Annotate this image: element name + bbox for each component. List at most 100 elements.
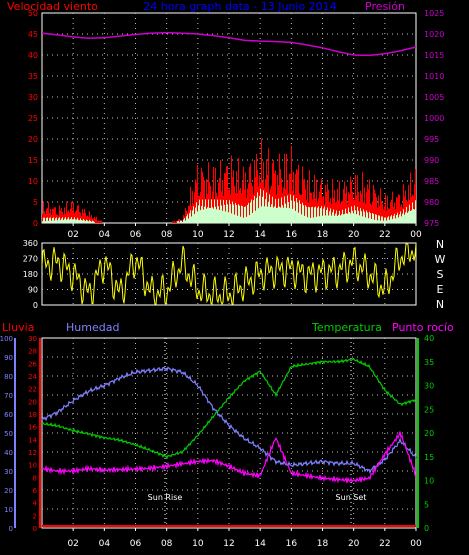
- compass-label: N: [436, 238, 444, 251]
- temperature-y-tick-label: 40: [424, 334, 434, 343]
- direction-y-tick-label: 360: [23, 239, 38, 248]
- pressure-y-tick-label: 990: [424, 156, 439, 165]
- x-tick-label: 10: [192, 230, 204, 240]
- humidity-line: [41, 366, 417, 475]
- x-tick-label: 02: [67, 539, 78, 549]
- humidity-y-tick-label: 100: [0, 335, 13, 343]
- humidity-y-tick-label: 0: [9, 525, 13, 533]
- x-tick-label: 00: [410, 230, 422, 240]
- rain-y-tick-label: 4: [33, 500, 38, 508]
- wind-y-tick-label: 20: [28, 135, 38, 144]
- wind-y-tick-label: 0: [33, 219, 38, 228]
- rain-y-tick-label: 0: [33, 525, 37, 533]
- x-tick-label: 00: [410, 539, 422, 549]
- x-tick-label: 02: [67, 230, 78, 240]
- pressure-y-tick-label: 985: [424, 177, 439, 186]
- pressure-y-tick-label: 1025: [424, 9, 444, 18]
- rain-y-tick-label: 22: [28, 386, 37, 394]
- direction-y-tick-label: 180: [23, 270, 38, 279]
- pressure-y-tick-label: 1000: [424, 114, 444, 123]
- pressure-y-tick-label: 1005: [424, 93, 444, 102]
- x-tick-label: 16: [286, 230, 298, 240]
- direction-y-tick-label: 270: [23, 255, 38, 264]
- rain-y-tick-label: 14: [28, 436, 37, 444]
- dewpoint-legend: Punto rocío: [392, 321, 454, 334]
- rain-y-tick-label: 30: [28, 335, 37, 343]
- sunset-label: Sun Set: [336, 493, 367, 502]
- wind-speed-title: Velocidad viento: [7, 0, 98, 13]
- pressure-title: Presión: [365, 0, 405, 13]
- temperature-y-tick-label: 35: [424, 358, 434, 367]
- rain-y-tick-label: 2: [33, 512, 37, 520]
- x-tick-label: 20: [348, 539, 360, 549]
- x-tick-label: 08: [161, 539, 173, 549]
- temperature-y-tick-label: 15: [424, 453, 434, 462]
- sunrise-label: Sun Rise: [148, 493, 183, 502]
- x-tick-label: 04: [99, 539, 111, 549]
- x-tick-label: 08: [161, 230, 173, 240]
- x-tick-label: 14: [254, 539, 266, 549]
- temperature-line: [41, 358, 417, 460]
- humidity-y-tick-label: 90: [4, 354, 13, 362]
- temperature-legend: Temperatura: [311, 321, 382, 334]
- rain-y-tick-label: 16: [28, 424, 37, 432]
- x-tick-label: 12: [223, 539, 234, 549]
- temperature-y-tick-label: 30: [424, 382, 434, 391]
- humidity-y-tick-label: 80: [4, 373, 13, 381]
- humidity-y-tick-label: 40: [4, 449, 13, 457]
- compass-label: E: [437, 283, 444, 296]
- wind-y-tick-label: 5: [33, 198, 38, 207]
- temperature-y-tick-label: 25: [424, 405, 434, 414]
- x-tick-label: 18: [317, 539, 329, 549]
- rain-y-tick-label: 24: [28, 373, 37, 381]
- pressure-y-tick-label: 975: [424, 219, 439, 228]
- compass-label: W: [435, 253, 446, 266]
- humidity-y-tick-label: 60: [4, 411, 13, 419]
- pressure-y-tick-label: 1020: [424, 30, 444, 39]
- pressure-line: [41, 32, 417, 57]
- compass-label: N: [436, 298, 444, 311]
- x-tick-label: 10: [192, 539, 204, 549]
- wind-y-tick-label: 30: [28, 93, 38, 102]
- x-tick-label: 06: [130, 539, 142, 549]
- humidity-y-tick-label: 20: [4, 487, 13, 495]
- humidity-y-tick-label: 30: [4, 468, 13, 476]
- rain-y-tick-label: 8: [33, 474, 37, 482]
- x-tick-label: 18: [317, 230, 329, 240]
- x-tick-label: 06: [130, 230, 142, 240]
- pressure-y-tick-label: 995: [424, 135, 439, 144]
- x-tick-label: 22: [379, 539, 390, 549]
- direction-y-tick-label: 0: [33, 301, 38, 310]
- x-tick-label: 16: [286, 539, 298, 549]
- wind-y-tick-label: 10: [28, 177, 38, 186]
- rain-y-tick-label: 18: [28, 411, 37, 419]
- direction-y-tick-label: 90: [28, 286, 38, 295]
- humidity-legend: Humedad: [66, 321, 119, 334]
- x-tick-label: 12: [223, 230, 234, 240]
- dewpoint-line: [41, 431, 417, 484]
- wind-y-tick-label: 45: [28, 30, 38, 39]
- chart-title: 24 hora graph data - 13 Junio 2014: [143, 0, 336, 13]
- humidity-y-tick-label: 50: [4, 430, 13, 438]
- rain-y-tick-label: 10: [28, 462, 37, 470]
- x-tick-label: 20: [348, 230, 360, 240]
- pressure-y-tick-label: 1015: [424, 51, 444, 60]
- humidity-y-tick-label: 10: [4, 506, 13, 514]
- pressure-y-tick-label: 1010: [424, 72, 444, 81]
- pressure-y-tick-label: 980: [424, 198, 439, 207]
- rain-y-tick-label: 6: [33, 487, 38, 495]
- rain-y-tick-label: 12: [28, 449, 37, 457]
- wind-y-tick-label: 15: [28, 156, 38, 165]
- temperature-y-tick-label: 0: [424, 524, 429, 533]
- wind-y-tick-label: 25: [28, 114, 38, 123]
- rain-y-tick-label: 20: [28, 398, 37, 406]
- temperature-y-tick-label: 5: [424, 500, 429, 509]
- x-tick-label: 04: [99, 230, 111, 240]
- wind-y-tick-label: 50: [28, 9, 38, 18]
- compass-label: S: [437, 268, 444, 281]
- temperature-y-tick-label: 20: [424, 429, 434, 438]
- x-tick-label: 14: [254, 230, 266, 240]
- rain-legend: Lluvia: [2, 321, 34, 334]
- wind-y-tick-label: 40: [28, 51, 38, 60]
